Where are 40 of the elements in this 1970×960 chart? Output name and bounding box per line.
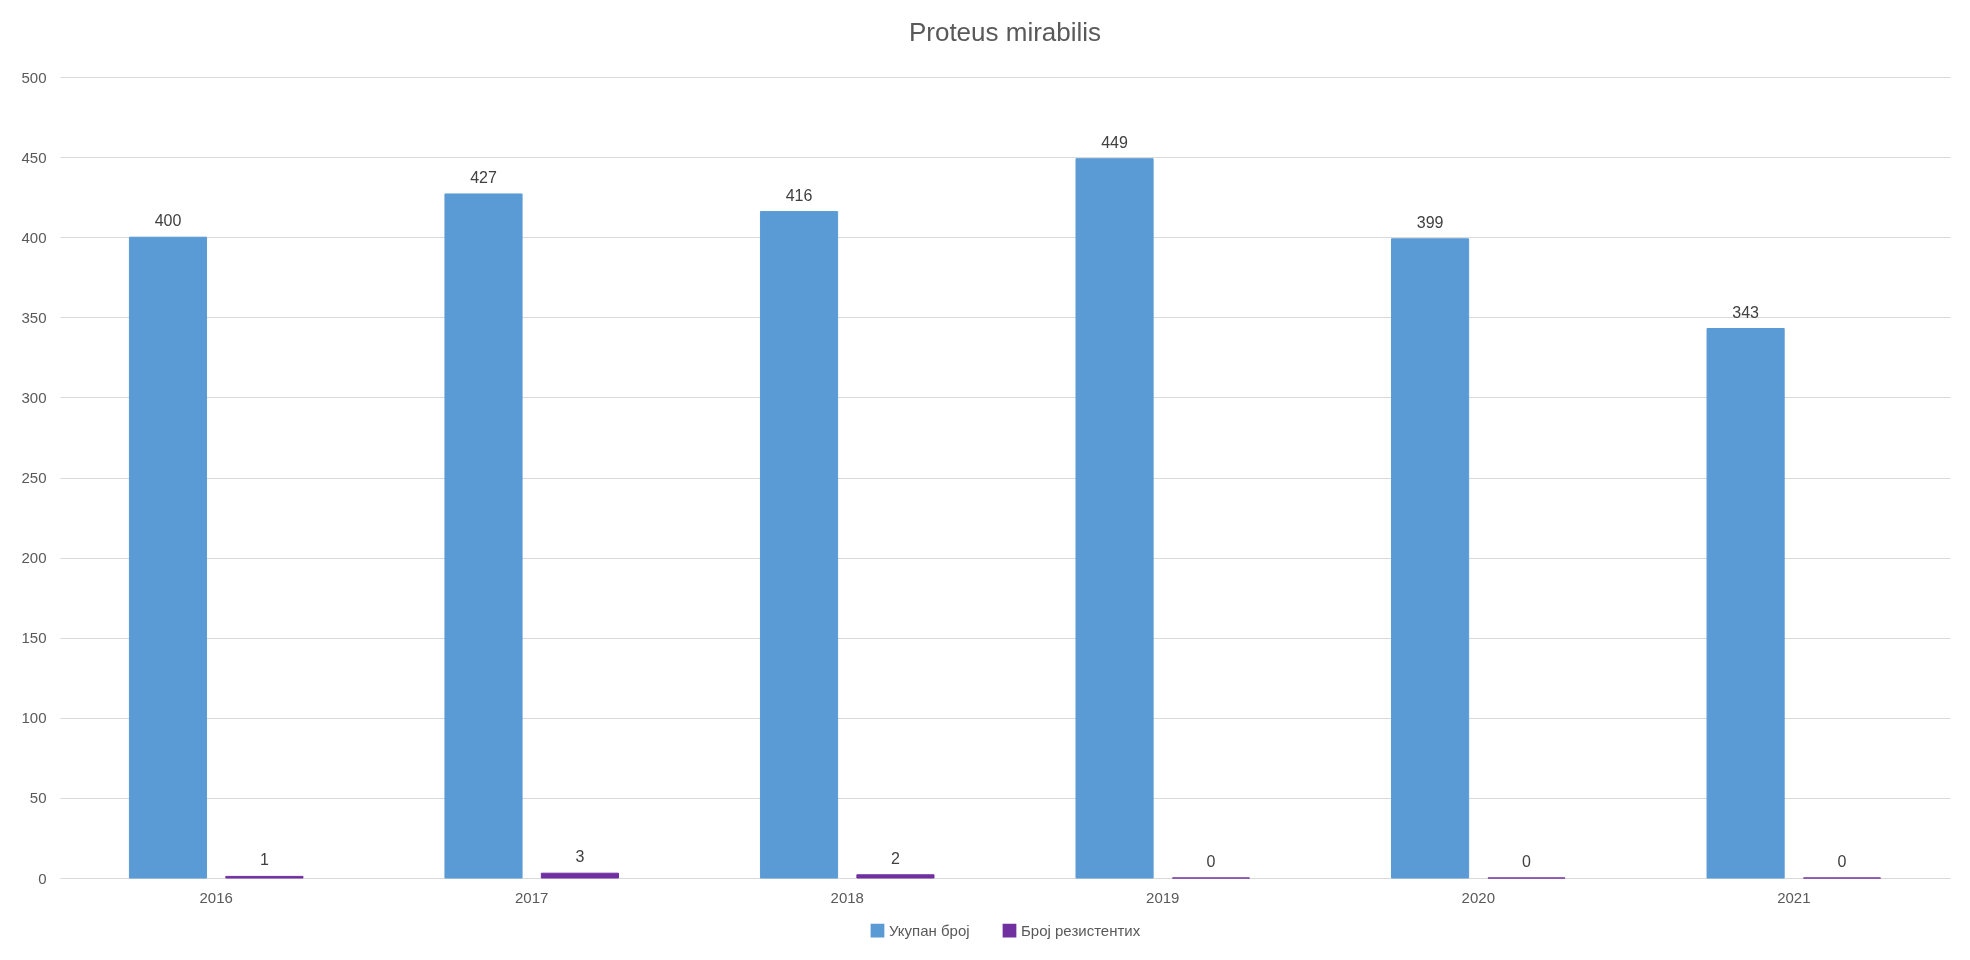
bar	[856, 874, 935, 879]
y-tick-label: 450	[21, 148, 47, 166]
bar	[128, 236, 208, 879]
x-tick-label: 2018	[830, 888, 864, 906]
chart-title: Proteus mirabilis	[908, 17, 1102, 47]
data-label: 1	[259, 851, 269, 869]
y-tick-label: 150	[21, 629, 47, 647]
bar	[1075, 158, 1154, 879]
data-label: 343	[1732, 303, 1760, 321]
bar	[1706, 328, 1785, 879]
legend-label: Број резистентих	[1021, 921, 1141, 939]
x-tick-label: 2017	[515, 888, 549, 906]
data-label: 400	[154, 212, 182, 230]
data-label: 0	[1522, 853, 1532, 870]
x-tick-label: 2020	[1461, 888, 1495, 906]
y-tick-label: 50	[29, 789, 47, 807]
y-tick-label: 350	[21, 308, 47, 326]
bar	[1391, 238, 1470, 879]
data-label: 399	[1416, 213, 1444, 231]
x-tick-label: 2019	[1146, 888, 1180, 906]
y-tick-label: 400	[21, 228, 47, 246]
data-label: 2	[890, 849, 900, 867]
bar	[540, 872, 619, 879]
y-tick-label: 500	[21, 68, 47, 86]
data-label: 3	[575, 848, 585, 866]
data-label: 416	[785, 186, 813, 204]
y-tick-label: 250	[21, 469, 47, 486]
bar	[444, 193, 523, 879]
data-label: 449	[1101, 133, 1128, 151]
y-tick-label: 200	[21, 549, 47, 567]
data-label: 0	[1837, 853, 1847, 870]
bar	[759, 211, 839, 879]
data-label: 0	[1206, 853, 1216, 870]
y-tick-label: 300	[21, 388, 47, 406]
x-tick-label: 2016	[199, 888, 233, 906]
data-label: 427	[470, 168, 497, 186]
y-tick-label: 100	[21, 709, 47, 727]
y-tick-label: 0	[38, 869, 47, 887]
legend-label: Укупан број	[889, 921, 970, 939]
x-tick-label: 2021	[1777, 888, 1811, 906]
